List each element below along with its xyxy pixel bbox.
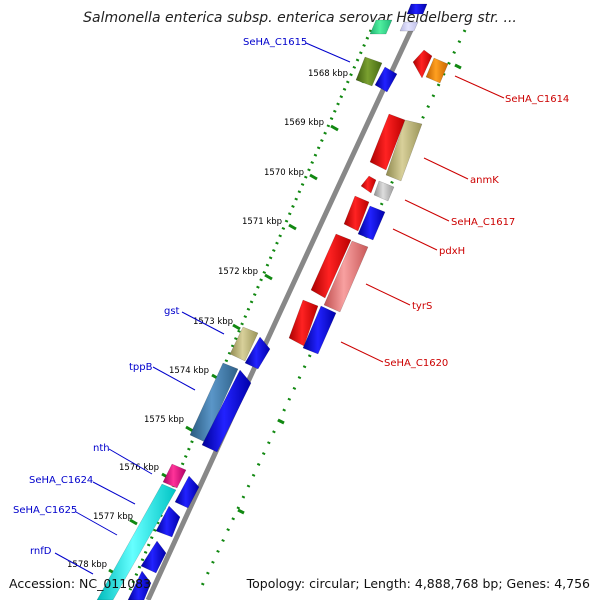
gene-blue	[155, 505, 181, 538]
gene-lavender	[399, 21, 419, 32]
tick-label: 1571 kbp	[242, 217, 282, 227]
gene-label-pdxh[interactable]: pdxH	[439, 246, 465, 257]
gene-mint	[369, 19, 393, 35]
gene-blue	[127, 570, 152, 600]
gene-label-tppb[interactable]: tppB	[129, 362, 153, 373]
tick-label: 1574 kbp	[169, 366, 209, 376]
gene-label-rnfd[interactable]: rnfD	[30, 546, 52, 557]
gene-olive-seha-c1615	[355, 56, 383, 87]
gene-magenta-nth	[162, 463, 187, 489]
gene-features-inner	[96, 19, 398, 600]
gene-red-seha-c1617	[360, 175, 377, 194]
gene-red-seha-c1620	[288, 299, 319, 347]
gene-blue	[302, 305, 337, 355]
gene-label-seha-c1617[interactable]: SeHA_C1617	[451, 217, 515, 228]
gene-label-tyrs[interactable]: tyrS	[412, 301, 432, 312]
tick-label: 1577 kbp	[93, 512, 133, 522]
tick-label: 1570 kbp	[264, 168, 304, 178]
outer-dotted-track	[198, 29, 467, 591]
gene-cyan-seha-c1624	[96, 483, 177, 600]
tick-label: 1575 kbp	[144, 415, 184, 425]
gene-label-nth[interactable]: nth	[93, 443, 110, 454]
gene-label-anmk[interactable]: anmK	[470, 175, 499, 186]
gene-khaki-gst	[229, 326, 259, 362]
gene-label-seha-c1625[interactable]: SeHA_C1625	[13, 505, 77, 516]
genome-backbone	[145, 26, 415, 600]
tick-label: 1578 kbp	[67, 560, 107, 570]
accession-text: Accession: NC_011083	[9, 576, 152, 591]
gene-features-outer	[288, 3, 449, 355]
label-leaders-left	[54, 42, 351, 575]
gene-khaki-anmk	[385, 119, 423, 182]
tick-label: 1568 kbp	[308, 69, 348, 79]
topology-text: Topology: circular; Length: 4,888,768 bp…	[246, 576, 590, 591]
gene-red-pdxh	[343, 195, 370, 232]
label-leaders-right	[340, 75, 505, 363]
tick-label: 1569 kbp	[284, 118, 324, 128]
gene-blue	[357, 205, 386, 241]
gene-label-seha-c1624[interactable]: SeHA_C1624	[29, 475, 93, 486]
gene-label-seha-c1615[interactable]: SeHA_C1615	[243, 37, 307, 48]
gene-label-seha-c1620[interactable]: SeHA_C1620	[384, 358, 448, 369]
gene-label-gst[interactable]: gst	[164, 306, 180, 317]
tick-label: 1576 kbp	[119, 463, 159, 473]
gene-gray	[373, 180, 395, 202]
tick-label: 1573 kbp	[193, 317, 233, 327]
gene-orange	[425, 57, 449, 84]
gene-blue	[140, 540, 167, 574]
gene-blue	[174, 475, 200, 509]
gene-blue	[244, 336, 271, 370]
gene-red-tyrs	[310, 233, 352, 299]
gene-blue	[406, 3, 428, 15]
gene-blue	[201, 369, 252, 453]
gene-red-seha-c1614	[412, 49, 433, 79]
gene-label-seha-c1614[interactable]: SeHA_C1614	[505, 94, 569, 105]
gene-blue	[374, 66, 398, 93]
tick-label: 1572 kbp	[218, 267, 258, 277]
gene-salmon	[323, 240, 369, 313]
